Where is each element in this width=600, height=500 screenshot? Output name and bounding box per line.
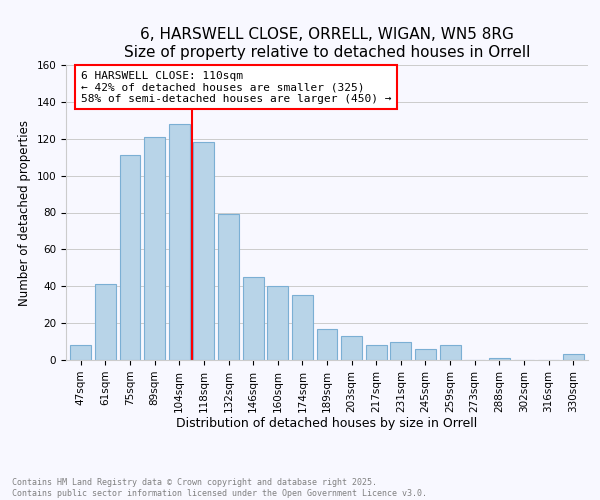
Bar bbox=[440, 345, 461, 360]
Text: Contains HM Land Registry data © Crown copyright and database right 2025.
Contai: Contains HM Land Registry data © Crown c… bbox=[12, 478, 427, 498]
X-axis label: Distribution of detached houses by size in Orrell: Distribution of detached houses by size … bbox=[176, 418, 478, 430]
Bar bbox=[341, 336, 362, 360]
Bar bbox=[119, 156, 140, 360]
Bar bbox=[489, 358, 510, 360]
Bar bbox=[144, 137, 165, 360]
Text: 6 HARSWELL CLOSE: 110sqm
← 42% of detached houses are smaller (325)
58% of semi-: 6 HARSWELL CLOSE: 110sqm ← 42% of detach… bbox=[81, 70, 391, 104]
Bar bbox=[317, 328, 337, 360]
Bar bbox=[292, 296, 313, 360]
Bar bbox=[242, 277, 263, 360]
Bar bbox=[193, 142, 214, 360]
Bar bbox=[169, 124, 190, 360]
Bar bbox=[70, 345, 91, 360]
Bar bbox=[267, 286, 288, 360]
Bar bbox=[218, 214, 239, 360]
Bar bbox=[366, 345, 387, 360]
Y-axis label: Number of detached properties: Number of detached properties bbox=[18, 120, 31, 306]
Bar bbox=[95, 284, 116, 360]
Bar bbox=[563, 354, 584, 360]
Bar bbox=[391, 342, 412, 360]
Bar bbox=[415, 349, 436, 360]
Title: 6, HARSWELL CLOSE, ORRELL, WIGAN, WN5 8RG
Size of property relative to detached : 6, HARSWELL CLOSE, ORRELL, WIGAN, WN5 8R… bbox=[124, 28, 530, 60]
